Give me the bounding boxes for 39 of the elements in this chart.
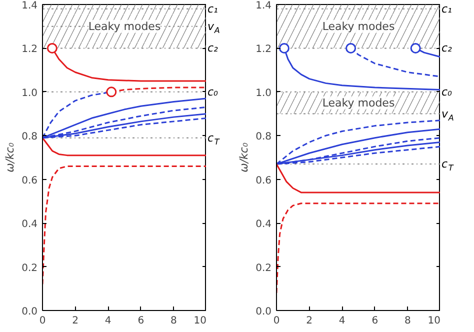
y-tick-label: 1.4 [256, 0, 272, 12]
band-label: Leaky modes [322, 96, 395, 110]
y-tick-label: 0.0 [256, 306, 272, 318]
y-tick-label: 0.4 [22, 219, 38, 230]
y-tick-label: 0.6 [256, 175, 272, 186]
y-axis-title: ω/kc₀ [238, 142, 251, 172]
x-tick-label: 6 [138, 316, 144, 326]
x-tick-label: 0 [39, 316, 46, 326]
x-tick-label: 2 [306, 316, 312, 326]
y-tick-label: 1.4 [22, 0, 38, 12]
y-tick-label: 0.2 [22, 262, 38, 274]
y-tick-label: 0.8 [256, 132, 272, 143]
x-tick-label: 10 [194, 316, 207, 326]
y-tick-label: 1.2 [22, 44, 38, 56]
band-label: Leaky modes [88, 20, 161, 33]
y-tick-label: 0.0 [22, 306, 38, 318]
y-tick-label: 0.6 [22, 175, 38, 186]
y-tick-label: 1.0 [22, 88, 38, 99]
x-tick-label: 8 [404, 316, 411, 326]
y-tick-label: 1.2 [256, 44, 272, 56]
y-tick-label: 0.2 [256, 262, 272, 274]
band-label: Leaky modes [322, 20, 395, 33]
x-tick-label: 8 [170, 316, 177, 326]
y-axis-title: ω/kc₀ [4, 142, 17, 172]
x-tick-label: 0 [273, 316, 280, 326]
y-tick-label: 0.4 [256, 219, 272, 230]
x-tick-label: 6 [372, 316, 378, 326]
x-tick-label: 4 [338, 316, 346, 326]
x-tick-label: 2 [72, 316, 78, 326]
ref-line-label: c₀ [208, 85, 219, 98]
ref-line-label: c₁ [208, 2, 218, 16]
ref-line-label: c₁ [442, 2, 452, 16]
y-tick-label: 1.0 [256, 88, 272, 99]
ref-line-label: c₂ [442, 42, 453, 55]
ref-line-label: c₂ [208, 42, 219, 55]
ref-line-label: c₀ [442, 85, 453, 98]
x-tick-label: 10 [428, 316, 441, 326]
x-tick-label: 4 [104, 316, 112, 326]
y-tick-label: 0.8 [22, 132, 38, 143]
